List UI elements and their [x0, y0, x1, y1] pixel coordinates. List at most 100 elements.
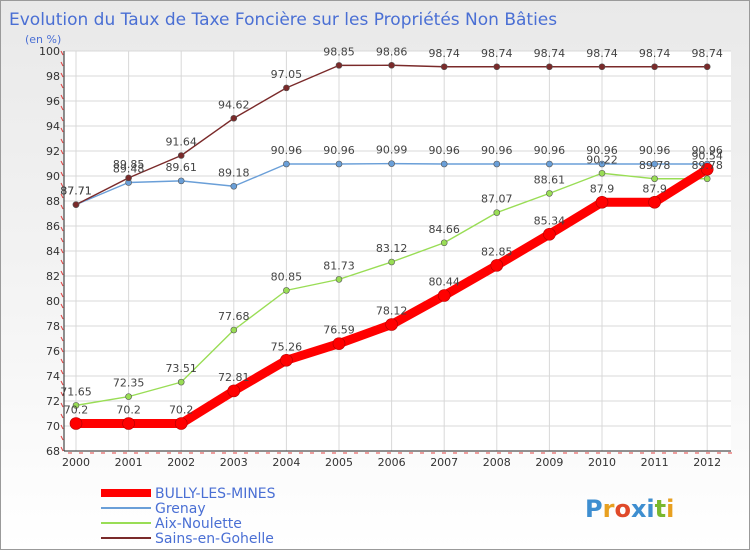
data-label: 76.59	[323, 324, 355, 337]
data-label: 77.68	[218, 310, 250, 323]
y-tick-label: 100	[39, 45, 60, 58]
logo-letter: o	[614, 495, 631, 523]
y-axis-tick-mark	[60, 380, 64, 386]
data-point-2	[440, 239, 448, 247]
x-tick-label: 2004	[272, 456, 300, 469]
data-label: 90.96	[428, 144, 460, 157]
legend-label-3: Sains-en-Gohelle	[155, 531, 274, 547]
data-point-3	[283, 84, 290, 92]
x-tick-label: 2000	[62, 456, 90, 469]
y-axis-tick-mark	[60, 347, 64, 353]
y-axis-tick-mark	[60, 424, 64, 430]
data-point-1	[335, 160, 343, 168]
data-label: 80.85	[271, 270, 303, 283]
data-label: 89.78	[639, 159, 671, 172]
y-tick-label: 90	[46, 170, 60, 183]
y-tick-label: 70	[46, 420, 60, 433]
logo-letter: P	[585, 495, 603, 523]
y-tick-label: 86	[46, 220, 60, 233]
data-point-2	[546, 190, 553, 197]
data-label: 70.2	[64, 404, 89, 417]
y-axis-tick-mark	[60, 292, 64, 298]
data-label: 78.12	[376, 305, 408, 318]
data-label: 90.96	[534, 144, 566, 157]
x-tick-label: 2003	[220, 456, 248, 469]
data-label: 70.2	[169, 404, 194, 417]
data-label: 70.2	[116, 404, 141, 417]
x-tick-label: 2001	[115, 456, 143, 469]
y-tick-label: 92	[46, 145, 60, 158]
logo-letter: t	[655, 495, 666, 523]
data-label: 87.71	[60, 185, 92, 198]
data-label: 90.96	[323, 144, 355, 157]
data-point-0	[280, 353, 293, 367]
y-axis-tick-mark	[60, 248, 64, 254]
y-axis-tick-mark	[60, 336, 64, 342]
data-point-3	[125, 174, 132, 182]
y-axis-tick-mark	[60, 105, 64, 111]
data-point-3	[598, 63, 606, 71]
data-label: 89.48	[113, 163, 145, 176]
data-point-3	[546, 63, 553, 71]
logo-letter: r	[603, 495, 615, 523]
data-label: 98.74	[639, 47, 671, 60]
x-tick-label: 2002	[167, 456, 195, 469]
chart-title: Evolution du Taux de Taxe Foncière sur l…	[9, 10, 557, 30]
data-label: 98.74	[481, 47, 513, 60]
data-point-1	[388, 160, 395, 167]
y-axis-tick-mark	[60, 446, 64, 452]
y-tick-label: 74	[46, 370, 60, 383]
data-point-2	[283, 287, 290, 294]
data-label: 72.81	[218, 371, 250, 384]
data-label: 73.51	[165, 362, 197, 375]
data-point-2	[125, 393, 132, 400]
y-axis-tick-mark	[60, 369, 64, 375]
data-point-3	[230, 114, 238, 122]
data-label: 98.85	[323, 45, 355, 58]
x-tick-label: 2007	[430, 456, 458, 469]
y-tick-label: 72	[46, 395, 60, 408]
data-point-0	[332, 337, 346, 350]
data-label: 90.96	[586, 144, 618, 157]
logo-text: Proxiti	[585, 495, 674, 523]
data-point-0	[69, 417, 83, 430]
y-axis-tick-mark	[60, 138, 64, 144]
y-axis-tick-mark	[60, 72, 64, 78]
data-point-1	[177, 177, 185, 185]
data-label: 91.64	[165, 136, 197, 149]
data-point-3	[388, 61, 395, 69]
y-tick-label: 94	[46, 120, 60, 133]
data-label: 87.9	[590, 182, 615, 195]
legend-label-2: Aix-Noulette	[155, 516, 242, 532]
data-point-0	[490, 259, 504, 272]
y-axis-tick-mark	[60, 314, 64, 320]
data-label: 72.35	[113, 377, 145, 390]
data-point-1	[283, 160, 290, 168]
data-point-0	[385, 318, 398, 331]
data-point-2	[72, 402, 80, 409]
y-axis-tick-mark	[60, 127, 64, 133]
y-tick-label: 82	[46, 270, 60, 283]
data-point-0	[437, 289, 451, 302]
data-point-2	[335, 276, 343, 283]
data-point-2	[388, 258, 395, 266]
data-point-1	[651, 160, 658, 168]
y-axis-tick-mark	[60, 149, 64, 155]
y-axis-tick-mark	[60, 237, 64, 243]
data-label: 75.26	[271, 340, 303, 353]
x-tick-label: 2006	[378, 456, 406, 469]
y-axis-tick-mark	[60, 160, 64, 166]
y-axis-tick-mark	[60, 83, 64, 89]
x-tick-label: 2009	[535, 456, 563, 469]
data-label: 83.12	[376, 242, 408, 255]
data-label: 90.54	[691, 149, 723, 162]
data-point-1	[230, 182, 238, 190]
data-label: 89.78	[691, 159, 723, 172]
data-point-2	[493, 209, 501, 216]
data-point-0	[595, 195, 609, 209]
data-point-0	[543, 227, 556, 241]
y-axis-tick-mark	[60, 94, 64, 100]
data-point-2	[230, 326, 238, 334]
x-tick-label: 2008	[483, 456, 511, 469]
data-point-1	[598, 160, 606, 168]
